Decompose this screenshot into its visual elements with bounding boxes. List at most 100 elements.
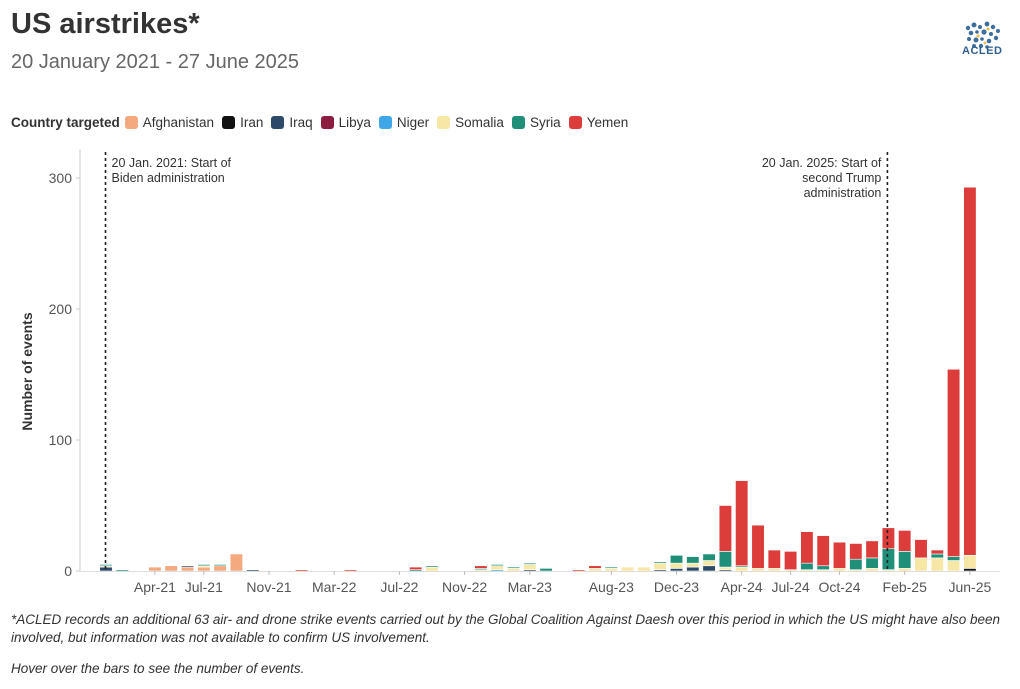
bar-segment-syria[interactable] [506, 566, 521, 569]
bar-segment-yemen[interactable] [865, 540, 879, 559]
bar-segment-yemen[interactable] [409, 566, 423, 570]
bar-segment-syria[interactable] [425, 565, 439, 568]
bar-segment-somalia[interactable] [588, 568, 602, 572]
bar-segment-yemen[interactable] [718, 505, 732, 552]
bar-segment-yemen[interactable] [816, 535, 830, 567]
legend-item-libya[interactable]: Libya [320, 115, 371, 130]
bar-segment-syria[interactable] [523, 562, 537, 565]
bar-segment-somalia[interactable] [702, 560, 716, 567]
bar-segment-afghanistan[interactable] [180, 566, 195, 572]
bar-segment-somalia[interactable] [653, 562, 667, 570]
annotation-text: second Trump [802, 171, 881, 185]
bar-segment-syria[interactable] [490, 564, 504, 567]
bar-segment-syria[interactable] [197, 564, 211, 567]
bar-segment-syria[interactable] [865, 557, 879, 569]
bar-segment-somalia[interactable] [898, 568, 912, 572]
bar-segment-afghanistan[interactable] [197, 566, 211, 572]
bar-segment-iraq[interactable] [702, 565, 716, 572]
bar-segment-syria[interactable] [898, 551, 912, 569]
bar-segment-yemen[interactable] [784, 551, 798, 570]
bar-segment-somalia[interactable] [718, 566, 732, 570]
bar-segment-syria[interactable] [947, 556, 961, 561]
bar-segment-syria[interactable] [881, 548, 895, 570]
bar-segment-yemen[interactable] [767, 549, 781, 569]
bar-segment-syria[interactable] [213, 564, 227, 567]
bar-segment-yemen[interactable] [832, 541, 847, 569]
bar-segment-somalia[interactable] [930, 557, 944, 572]
bar-segment-somalia[interactable] [637, 566, 651, 572]
bar-segment-somalia[interactable] [604, 568, 618, 572]
bar-segment-iraq[interactable] [180, 565, 195, 568]
bar-segment-somalia[interactable] [963, 554, 977, 569]
logo-text: ACLED [962, 45, 1003, 57]
legend-item-syria[interactable]: Syria [511, 114, 561, 130]
bar-segment-syria[interactable] [539, 568, 553, 572]
bar-segment-yemen[interactable] [343, 569, 358, 572]
bar-segment-syria[interactable] [115, 569, 129, 572]
bar-segment-somalia[interactable] [621, 566, 635, 572]
legend-item-afghanistan[interactable]: Afghanistan [124, 115, 214, 130]
bar-segment-yemen[interactable] [295, 569, 309, 572]
bar-segment-iraq[interactable] [246, 569, 260, 572]
bar-segment-somalia[interactable] [947, 560, 961, 572]
bar-segment-afghanistan[interactable] [229, 553, 243, 572]
bar-segment-syria[interactable] [702, 553, 716, 561]
stacked-bar-chart[interactable]: 0 100 200 300 Number of events Apr-21 Jul-21 No… [0, 140, 1020, 605]
legend-item-yemen[interactable]: Yemen [568, 114, 629, 130]
bar-segment-yemen[interactable] [474, 565, 488, 569]
bar-segment-somalia[interactable] [914, 557, 928, 572]
legend-item-somalia[interactable]: Somalia [437, 115, 504, 130]
bar-segment-somalia[interactable] [686, 562, 700, 568]
legend-label: Syria [529, 114, 561, 130]
bar-segment-yemen[interactable] [898, 530, 912, 552]
bar-segment-somalia[interactable] [506, 568, 521, 572]
bar-segment-yemen[interactable] [735, 480, 749, 567]
x-tick-label: Mar-22 [312, 579, 357, 595]
bar-segment-somalia[interactable] [865, 568, 879, 572]
bar-segment-yemen[interactable] [588, 565, 602, 569]
bar-segment-somalia[interactable] [735, 566, 749, 572]
bar-segment-syria[interactable] [686, 556, 700, 564]
bar-segment-somalia[interactable] [490, 565, 504, 570]
bar-segment-somalia[interactable] [751, 568, 765, 572]
bar-segment-iraq[interactable] [669, 568, 684, 572]
bar-segment-somalia[interactable] [669, 562, 684, 569]
bar-segment-yemen[interactable] [849, 543, 863, 560]
chart-subtitle: 20 January 2021 - 27 June 2025 [11, 51, 299, 73]
acled-logo-icon[interactable] [958, 12, 1008, 58]
bar-segment-syria[interactable] [669, 554, 684, 564]
bar-segment-syria[interactable] [849, 558, 863, 570]
x-tick-label: Apr-21 [134, 579, 176, 595]
bar-segment-afghanistan[interactable] [164, 565, 178, 572]
legend-swatch [320, 115, 334, 129]
bar-segment-syria[interactable] [800, 562, 814, 570]
bar-segment-syria[interactable] [99, 564, 113, 567]
legend-item-iran[interactable]: Iran [222, 115, 263, 130]
bar-segment-somalia[interactable] [523, 564, 537, 570]
bar-segment-syria[interactable] [718, 551, 732, 568]
bar-segment-afghanistan[interactable] [213, 565, 227, 572]
legend-label: Yemen [586, 114, 629, 130]
bar-segment-syria[interactable] [816, 565, 830, 570]
bar-segment-yemen[interactable] [572, 569, 586, 572]
legend-item-iraq[interactable]: Iraq [271, 114, 313, 130]
bar-segment-afghanistan[interactable] [148, 566, 162, 572]
bar-segment-iran[interactable] [963, 568, 977, 572]
bar-segment-yemen[interactable] [947, 368, 961, 557]
y-tick-label: 100 [49, 432, 73, 448]
bar-segment-yemen[interactable] [963, 186, 977, 556]
legend-item-niger[interactable]: Niger [378, 115, 429, 130]
bar-segment-yemen[interactable] [751, 524, 765, 569]
bar-segment-iraq[interactable] [686, 566, 700, 572]
bar-segment-somalia[interactable] [425, 566, 439, 572]
bar-segment-syria[interactable] [653, 561, 667, 564]
legend-label: Iraq [289, 114, 313, 130]
bar-segment-yemen[interactable] [881, 527, 895, 550]
bar-segment-syria[interactable] [930, 553, 944, 559]
bar-segment-yemen[interactable] [800, 531, 814, 564]
bar-segment-syria[interactable] [604, 566, 618, 569]
bar-segment-somalia[interactable] [832, 568, 847, 572]
bar-segment-somalia[interactable] [767, 568, 781, 572]
bar-segment-yemen[interactable] [914, 539, 928, 559]
bar-segment-yemen[interactable] [930, 549, 944, 555]
